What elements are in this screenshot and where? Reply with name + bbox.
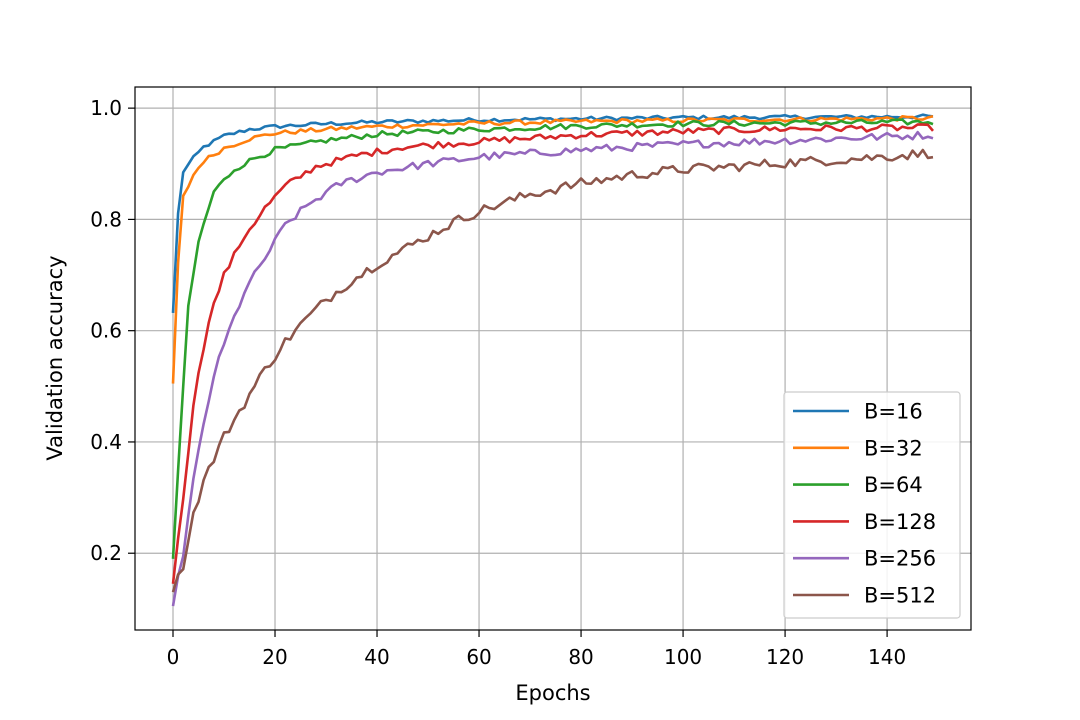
legend-label: B=32	[864, 436, 923, 460]
x-axis-label: Epochs	[515, 681, 590, 705]
x-tick-label: 140	[868, 645, 906, 669]
legend-label: B=16	[864, 400, 923, 424]
x-tick-label: 120	[766, 645, 804, 669]
series-line-b-64	[171, 118, 934, 559]
plot-frame	[134, 86, 972, 631]
series-line-b-256	[171, 130, 934, 607]
series-line-b-16	[171, 113, 934, 313]
legend-label: B=512	[864, 584, 936, 608]
x-tick-label: 100	[664, 645, 702, 669]
x-tick-label: 40	[364, 645, 389, 669]
y-tick-label: 0.6	[90, 319, 122, 343]
y-axis-label: Validation accuracy	[43, 255, 67, 460]
series-line-b-512	[171, 148, 934, 593]
y-tick-label: 0.4	[90, 430, 122, 454]
x-tick-label: 80	[568, 645, 593, 669]
y-tick-label: 1.0	[90, 96, 122, 120]
x-tick-label: 0	[167, 645, 180, 669]
y-axis: 0.2 0.4 0.6 0.8 1.0	[90, 96, 135, 565]
y-tick-label: 0.2	[90, 541, 122, 565]
series-line-b-128	[171, 123, 934, 584]
series-lines	[171, 113, 934, 607]
x-axis: 0 20 40 60 80 100 120 140	[167, 630, 906, 669]
x-tick-label: 60	[466, 645, 491, 669]
legend-label: B=64	[864, 473, 923, 497]
y-tick-label: 0.8	[90, 207, 122, 231]
legend-label: B=128	[864, 510, 936, 534]
legend-label: B=256	[864, 547, 936, 571]
x-tick-label: 20	[262, 645, 287, 669]
legend: B=16 B=32 B=64 B=128 B=256 B=512	[783, 391, 961, 619]
